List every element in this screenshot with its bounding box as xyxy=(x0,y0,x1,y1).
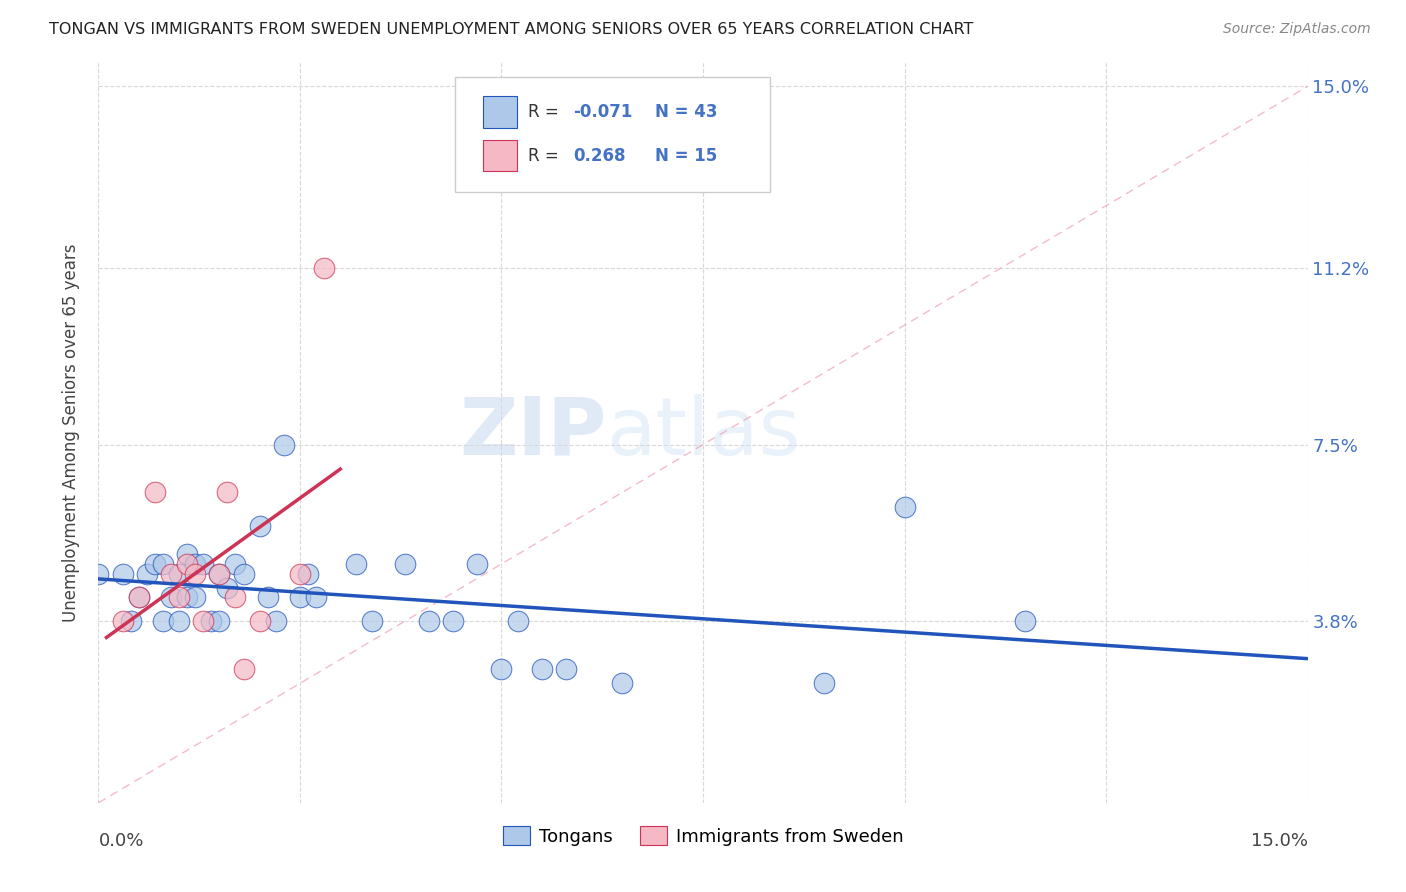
Point xyxy=(200,615,222,629)
Point xyxy=(288,591,311,605)
Point xyxy=(344,557,367,571)
Point xyxy=(193,615,215,629)
Point xyxy=(249,518,271,533)
Point xyxy=(813,676,835,690)
Point xyxy=(256,591,278,605)
Point xyxy=(555,662,578,676)
Y-axis label: Unemployment Among Seniors over 65 years: Unemployment Among Seniors over 65 years xyxy=(62,244,80,622)
Point xyxy=(160,566,183,581)
Legend: Tongans, Immigrants from Sweden: Tongans, Immigrants from Sweden xyxy=(495,819,911,853)
Text: N = 43: N = 43 xyxy=(655,103,717,121)
Point xyxy=(232,566,254,581)
Point xyxy=(491,662,513,676)
Point xyxy=(167,615,190,629)
Point xyxy=(288,566,311,581)
Point xyxy=(217,485,239,500)
Text: 0.268: 0.268 xyxy=(574,147,626,165)
Text: 0.0%: 0.0% xyxy=(98,832,143,850)
Point xyxy=(152,615,174,629)
Text: R =: R = xyxy=(527,147,564,165)
Point xyxy=(361,615,384,629)
Point xyxy=(120,615,142,629)
Point xyxy=(305,591,328,605)
Text: atlas: atlas xyxy=(606,393,800,472)
Point xyxy=(441,615,464,629)
Point xyxy=(184,557,207,571)
Point xyxy=(143,557,166,571)
Text: -0.071: -0.071 xyxy=(574,103,633,121)
Text: TONGAN VS IMMIGRANTS FROM SWEDEN UNEMPLOYMENT AMONG SENIORS OVER 65 YEARS CORREL: TONGAN VS IMMIGRANTS FROM SWEDEN UNEMPLO… xyxy=(49,22,973,37)
Point xyxy=(176,557,198,571)
Point xyxy=(111,566,134,581)
Point xyxy=(530,662,553,676)
Point xyxy=(176,548,198,562)
Point xyxy=(208,566,231,581)
Point xyxy=(314,260,336,275)
Point xyxy=(143,485,166,500)
Point xyxy=(167,566,190,581)
Point xyxy=(184,591,207,605)
Point xyxy=(249,615,271,629)
Point xyxy=(217,581,239,595)
Text: R =: R = xyxy=(527,103,564,121)
Point xyxy=(506,615,529,629)
FancyBboxPatch shape xyxy=(482,96,517,128)
Point xyxy=(167,591,190,605)
Point xyxy=(208,566,231,581)
Point xyxy=(273,437,295,451)
Text: Source: ZipAtlas.com: Source: ZipAtlas.com xyxy=(1223,22,1371,37)
Text: ZIP: ZIP xyxy=(458,393,606,472)
Point xyxy=(232,662,254,676)
Point xyxy=(264,615,287,629)
Point xyxy=(418,615,440,629)
Point xyxy=(208,615,231,629)
FancyBboxPatch shape xyxy=(456,78,769,192)
Point xyxy=(193,557,215,571)
Point xyxy=(394,557,416,571)
Point xyxy=(465,557,488,571)
Point xyxy=(160,591,183,605)
Point xyxy=(612,676,634,690)
Text: N = 15: N = 15 xyxy=(655,147,717,165)
Point xyxy=(135,566,157,581)
Point xyxy=(128,591,150,605)
Point xyxy=(152,557,174,571)
Point xyxy=(128,591,150,605)
Point xyxy=(297,566,319,581)
Point xyxy=(111,615,134,629)
Point xyxy=(184,566,207,581)
Point xyxy=(224,591,246,605)
Text: 15.0%: 15.0% xyxy=(1250,832,1308,850)
Point xyxy=(224,557,246,571)
FancyBboxPatch shape xyxy=(482,140,517,171)
Point xyxy=(1014,615,1036,629)
Point xyxy=(87,566,110,581)
Point xyxy=(176,591,198,605)
Point xyxy=(893,500,915,514)
